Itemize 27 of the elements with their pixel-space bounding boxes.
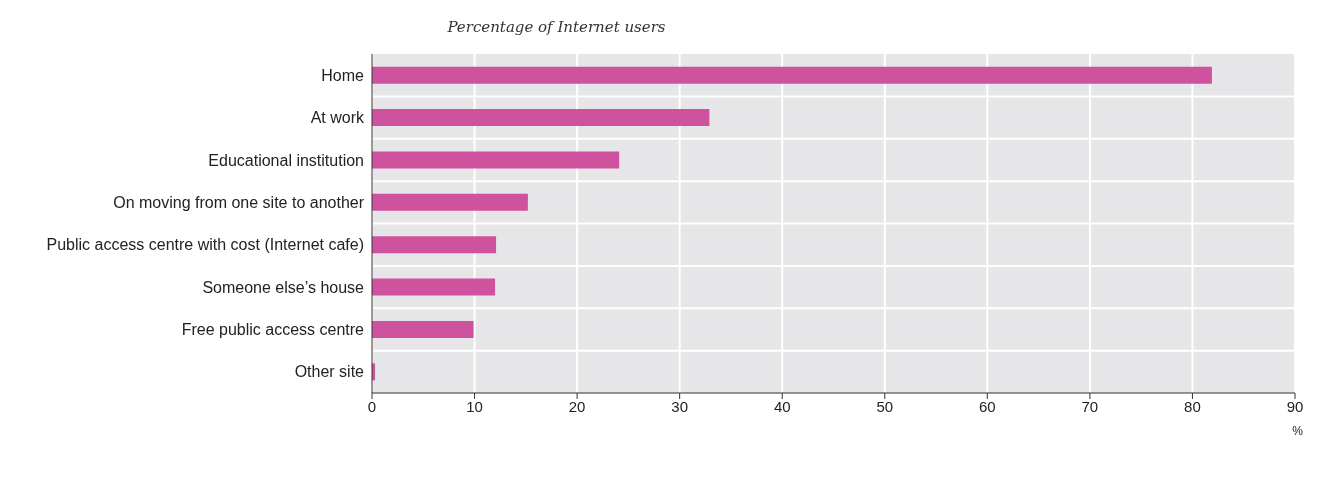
bar xyxy=(372,278,496,296)
y-tick-label: Home xyxy=(321,66,365,84)
x-tick-label: 90 xyxy=(1286,397,1304,415)
bar xyxy=(372,320,474,338)
x-tick-label: 10 xyxy=(466,397,483,415)
bar xyxy=(372,66,1212,84)
x-tick-label: 0 xyxy=(367,397,377,415)
chart-subtitle: Percentage of Internet users xyxy=(446,18,667,36)
y-tick-label: Public access centre with cost (Internet cafe) xyxy=(46,236,364,254)
y-tick-label: Other site xyxy=(294,363,365,381)
bar xyxy=(372,236,497,254)
y-tick-label: Free public access centre xyxy=(181,321,365,339)
y-tick-label: Educational institution xyxy=(208,151,364,169)
bar xyxy=(372,109,710,127)
x-tick-label: 50 xyxy=(876,397,894,415)
bar xyxy=(372,151,620,169)
x-tick-label: 40 xyxy=(773,397,791,415)
y-tick-label: On moving from one site to another xyxy=(113,193,365,211)
x-tick-label: 70 xyxy=(1081,397,1099,415)
x-tick-label: 60 xyxy=(978,397,996,415)
x-tick-label: 30 xyxy=(671,397,689,415)
x-axis-title: % xyxy=(1292,424,1304,438)
y-tick-label: Someone else’s house xyxy=(202,278,365,296)
x-tick-label: 80 xyxy=(1184,397,1201,415)
x-tick-label: 20 xyxy=(568,397,586,415)
y-tick-label: At work xyxy=(310,109,365,127)
bar xyxy=(372,193,528,211)
